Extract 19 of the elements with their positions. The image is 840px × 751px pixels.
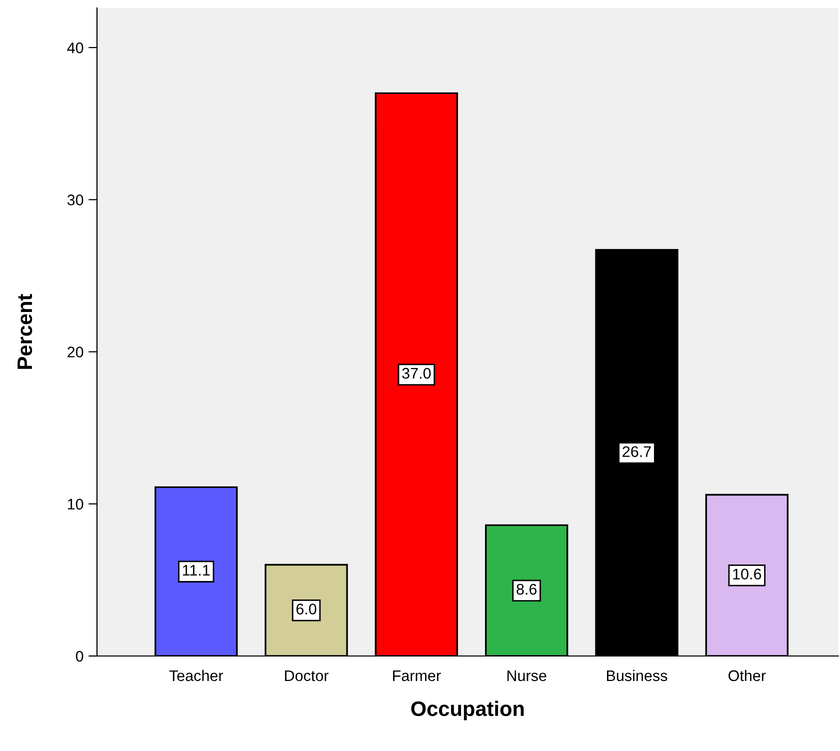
y-tick-label: 30	[67, 194, 84, 206]
data-label: 6.0	[296, 604, 316, 614]
data-label: 11.1	[183, 565, 210, 576]
x-tick-label: Teacher	[169, 670, 224, 682]
x-tick-label: Nurse	[507, 670, 546, 682]
x-tick-label: Business	[607, 670, 668, 682]
data-label: 26.7	[622, 446, 651, 458]
y-tick-label: 20	[68, 346, 84, 358]
x-axis-title: Occupation	[411, 700, 524, 720]
data-label: 37.0	[402, 368, 431, 379]
y-axis-title: Percent	[18, 294, 32, 369]
y-tick-label: 10	[68, 498, 84, 510]
y-tick-label: 40	[67, 42, 84, 54]
x-tick-label: Other	[728, 670, 766, 682]
data-label: 10.6	[733, 568, 762, 580]
x-tick-label: Farmer	[393, 670, 441, 682]
data-label: 8.6	[516, 584, 537, 595]
x-tick-label: Doctor	[285, 670, 329, 682]
y-tick-label: 0	[76, 650, 84, 662]
